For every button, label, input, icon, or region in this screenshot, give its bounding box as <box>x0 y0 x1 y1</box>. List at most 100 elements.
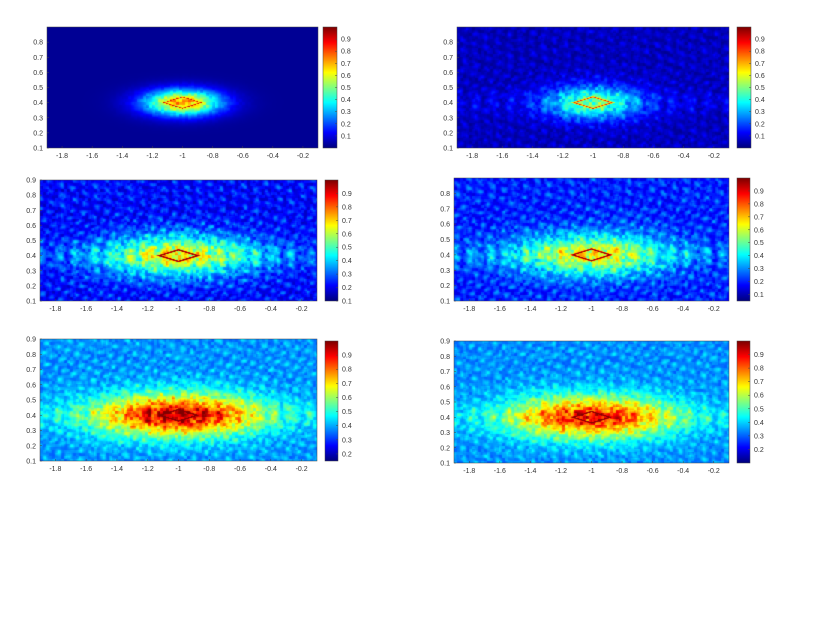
y-tick-label: 0.1 <box>440 299 450 306</box>
x-tick-label: -0.8 <box>203 466 215 473</box>
colorbar-tick-label: 0.8 <box>341 49 351 56</box>
colorbar-tick-label: 0.5 <box>754 240 764 247</box>
x-tick-label: -0.8 <box>617 153 629 160</box>
colorbar-tick-label: 0.7 <box>341 61 351 68</box>
x-tick-label: -0.2 <box>296 466 308 473</box>
x-tick-label: -0.2 <box>708 468 720 475</box>
y-tick-label: 0.4 <box>26 413 36 420</box>
y-tick-label: 0.7 <box>443 55 453 62</box>
colorbar-tick-label: 0.3 <box>755 109 765 116</box>
colorbar-tick-label: 0.5 <box>342 245 352 252</box>
y-tick-label: 0.5 <box>26 238 36 245</box>
x-tick-label: -1.2 <box>555 468 567 475</box>
y-tick-label: 0.8 <box>440 191 450 198</box>
y-tick-label: 0.7 <box>440 369 450 376</box>
y-tick-label: 0.4 <box>33 100 43 107</box>
colorbar <box>325 341 338 461</box>
y-tick-label: 0.2 <box>440 283 450 290</box>
x-tick-label: -1.2 <box>142 306 154 313</box>
colorbar <box>323 27 337 148</box>
x-tick-label: -0.8 <box>203 306 215 313</box>
heatmap-image <box>454 178 729 301</box>
x-tick-label: -0.4 <box>678 153 690 160</box>
x-tick-label: -1 <box>590 153 596 160</box>
colorbar-tick-label: 0.8 <box>342 367 352 374</box>
x-tick-label: -1.6 <box>494 468 506 475</box>
colorbar-tick-label: 0.3 <box>342 437 352 444</box>
y-tick-label: 0.2 <box>443 130 453 137</box>
heatmap-panel-5: -1.8 -1.6 -1.4 -1.2 -1 -0.8 -0.6 -0.4 -0.2 0.1 0.2… <box>26 337 352 474</box>
y-tick-label: 0.7 <box>440 206 450 213</box>
colorbar-tick-label: 0.2 <box>755 121 765 128</box>
x-tick-label: -0.4 <box>265 466 277 473</box>
y-tick-label: 0.2 <box>33 130 43 137</box>
y-tick-label: 0.5 <box>443 85 453 92</box>
colorbar-tick-label: 0.2 <box>754 447 764 454</box>
colorbar-tick-label: 0.4 <box>754 420 764 427</box>
y-tick-label: 0.7 <box>26 367 36 374</box>
x-tick-label: -0.2 <box>708 153 720 160</box>
colorbar-tick-label: 0.4 <box>755 97 765 104</box>
colorbar-tick-label: 0.6 <box>342 395 352 402</box>
x-tick-label: -0.2 <box>708 306 720 313</box>
colorbar-tick-label: 0.6 <box>342 231 352 238</box>
y-tick-label: 0.4 <box>443 100 453 107</box>
y-tick-label: 0.1 <box>26 299 36 306</box>
x-tick-label: -1.6 <box>80 466 92 473</box>
y-tick-label: 0.7 <box>26 208 36 215</box>
x-tick-label: -0.8 <box>207 153 219 160</box>
y-tick-label: 0.5 <box>33 85 43 92</box>
x-tick-label: -1.4 <box>524 468 536 475</box>
x-tick-label: -1.8 <box>49 306 61 313</box>
x-tick-label: -0.6 <box>234 466 246 473</box>
colorbar-tick-label: 0.2 <box>342 285 352 292</box>
heatmap-panel-4: -1.8 -1.6 -1.4 -1.2 -1 -0.8 -0.6 -0.4 -0.2 0.1 0.2… <box>440 177 764 313</box>
x-tick-label: -0.6 <box>647 468 659 475</box>
y-tick-label: 0.2 <box>26 443 36 450</box>
colorbar-tick-label: 0.3 <box>341 109 351 116</box>
colorbar-tick-label: 0.8 <box>754 201 764 208</box>
colorbar <box>737 178 750 301</box>
x-tick-label: -0.4 <box>677 306 689 313</box>
y-tick-label: 0.3 <box>26 428 36 435</box>
x-tick-label: -1 <box>175 306 181 313</box>
x-tick-label: -1.6 <box>86 153 98 160</box>
colorbar-tick-label: 0.9 <box>341 37 351 44</box>
y-tick-label: 0.3 <box>33 115 43 122</box>
colorbar-tick-label: 0.1 <box>754 292 764 299</box>
y-tick-label: 0.1 <box>443 146 453 153</box>
colorbar <box>737 341 750 463</box>
x-tick-label: -1.2 <box>555 306 567 313</box>
heatmap-image <box>454 341 729 463</box>
y-tick-label: 0.3 <box>440 430 450 437</box>
y-tick-label: 0.6 <box>26 382 36 389</box>
x-tick-label: -0.2 <box>297 153 309 160</box>
colorbar-tick-label: 0.8 <box>342 204 352 211</box>
x-tick-label: -1.4 <box>527 153 539 160</box>
y-tick-label: 0.8 <box>443 40 453 47</box>
colorbar-tick-label: 0.4 <box>342 258 352 265</box>
x-tick-label: -1.8 <box>463 306 475 313</box>
colorbar-tick-label: 0.3 <box>754 433 764 440</box>
y-tick-label: 0.3 <box>26 268 36 275</box>
x-tick-label: -0.6 <box>237 153 249 160</box>
heatmap-panel-2: -1.8 -1.6 -1.4 -1.2 -1 -0.8 -0.6 -0.4 -0.2 0.1 0.2… <box>443 26 765 160</box>
colorbar-tick-label: 0.6 <box>755 73 765 80</box>
y-tick-label: 0.2 <box>440 445 450 452</box>
y-tick-label: 0.6 <box>440 222 450 229</box>
y-tick-label: 0.4 <box>440 415 450 422</box>
x-tick-label: -1.4 <box>116 153 128 160</box>
y-tick-label: 0.4 <box>26 253 36 260</box>
colorbar-tick-label: 0.2 <box>754 279 764 286</box>
colorbar-tick-label: 0.3 <box>342 272 352 279</box>
x-tick-label: -1.8 <box>49 466 61 473</box>
y-tick-label: 0.1 <box>26 459 36 466</box>
y-tick-label: 0.7 <box>33 55 43 62</box>
y-tick-label: 0.8 <box>440 354 450 361</box>
colorbar-tick-label: 0.9 <box>754 188 764 195</box>
x-tick-label: -0.2 <box>296 306 308 313</box>
y-tick-label: 0.5 <box>440 400 450 407</box>
x-tick-label: -1 <box>179 153 185 160</box>
colorbar <box>737 27 751 148</box>
y-tick-label: 0.3 <box>443 115 453 122</box>
